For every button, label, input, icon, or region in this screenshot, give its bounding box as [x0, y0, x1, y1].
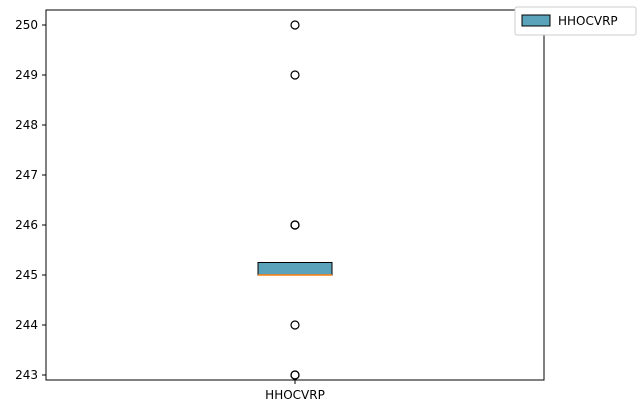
outlier-point [290, 320, 300, 330]
x-axis: HHOCVRP [265, 380, 325, 402]
legend-label: HHOCVRP [558, 14, 618, 28]
plot-area [257, 20, 333, 380]
y-tick-label: 248 [15, 118, 38, 132]
y-tick-label: 246 [15, 218, 38, 232]
box-body [257, 262, 333, 276]
y-tick-label: 250 [15, 18, 38, 32]
outlier-point [290, 20, 300, 30]
legend: HHOCVRP [514, 6, 637, 36]
y-tick-label: 243 [15, 368, 38, 382]
y-tick-label: 247 [15, 168, 38, 182]
y-tick-label: 244 [15, 318, 38, 332]
legend-frame [514, 6, 637, 36]
x-tick-label: HHOCVRP [265, 388, 325, 402]
axes-frame [45, 9, 545, 381]
outlier-point [290, 70, 300, 80]
legend-swatch [521, 14, 551, 27]
y-tick-label: 249 [15, 68, 38, 82]
y-axis: 243 244 245 246 247 248 249 250 [15, 18, 46, 382]
outlier-point [290, 370, 300, 380]
outlier-point [290, 220, 300, 230]
y-tick-label: 245 [15, 268, 38, 282]
